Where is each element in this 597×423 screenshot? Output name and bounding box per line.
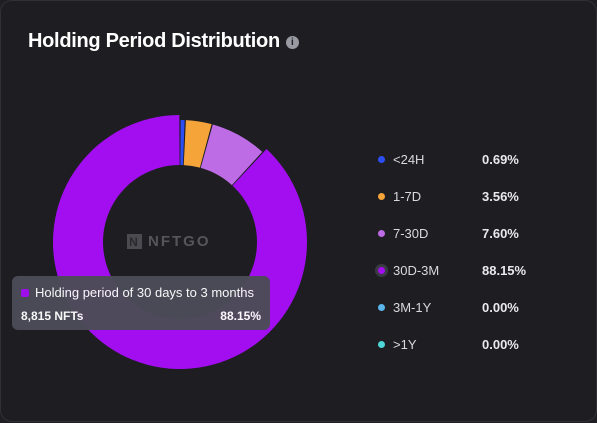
info-icon[interactable]: i — [285, 36, 299, 49]
tooltip-description: Holding period of 30 days to 3 months — [35, 285, 254, 300]
donut-slice[interactable] — [200, 124, 263, 186]
tooltip-color-swatch — [21, 288, 29, 297]
legend-color-dot — [378, 230, 385, 237]
legend-item[interactable]: 7-30D 7.60% — [378, 215, 538, 252]
nftgo-logo-icon: N — [127, 234, 142, 249]
donut-slice[interactable] — [183, 120, 212, 168]
legend-value: 0.00% — [482, 300, 519, 315]
legend-label: >1Y — [393, 337, 417, 352]
legend-item[interactable]: 1-7D 3.56% — [378, 178, 538, 215]
legend-label: 7-30D — [393, 226, 429, 241]
legend-color-dot — [378, 193, 385, 200]
chart-legend: <24H 0.69% 1-7D 3.56% 7-30D 7.60% 30D-3M 88.15%… — [378, 141, 538, 363]
legend-value: 0.69% — [482, 152, 519, 167]
card-title: Holding Period Distribution — [28, 30, 280, 52]
legend-value: 88.15% — [482, 263, 527, 278]
chart-tooltip: Holding period of 30 days to 3 months 8,… — [12, 276, 270, 330]
legend-color-dot — [378, 341, 385, 348]
card-header: Holding Period Distribution i — [28, 30, 299, 53]
legend-color-dot — [378, 267, 385, 274]
legend-label: 3M-1Y — [393, 300, 432, 315]
donut-slice[interactable] — [180, 120, 185, 166]
legend-label: 1-7D — [393, 189, 422, 204]
legend-color-dot — [378, 156, 385, 163]
legend-value: 3.56% — [482, 189, 519, 204]
watermark-text: NFTGO — [148, 233, 211, 250]
tooltip-count: 8,815 NFTs — [21, 309, 84, 323]
legend-value: 7.60% — [482, 226, 519, 241]
tooltip-percent: 88.15% — [220, 309, 261, 323]
legend-item[interactable]: 3M-1Y 0.00% — [378, 289, 538, 326]
legend-value: 0.00% — [482, 337, 519, 352]
nftgo-watermark: N NFTGO — [127, 233, 211, 250]
legend-color-dot — [378, 304, 385, 311]
legend-label: 30D-3M — [393, 263, 440, 278]
legend-label: <24H — [393, 152, 425, 167]
legend-item[interactable]: <24H 0.69% — [378, 141, 538, 178]
legend-item[interactable]: >1Y 0.00% — [378, 326, 538, 363]
legend-item[interactable]: 30D-3M 88.15% — [378, 252, 538, 289]
